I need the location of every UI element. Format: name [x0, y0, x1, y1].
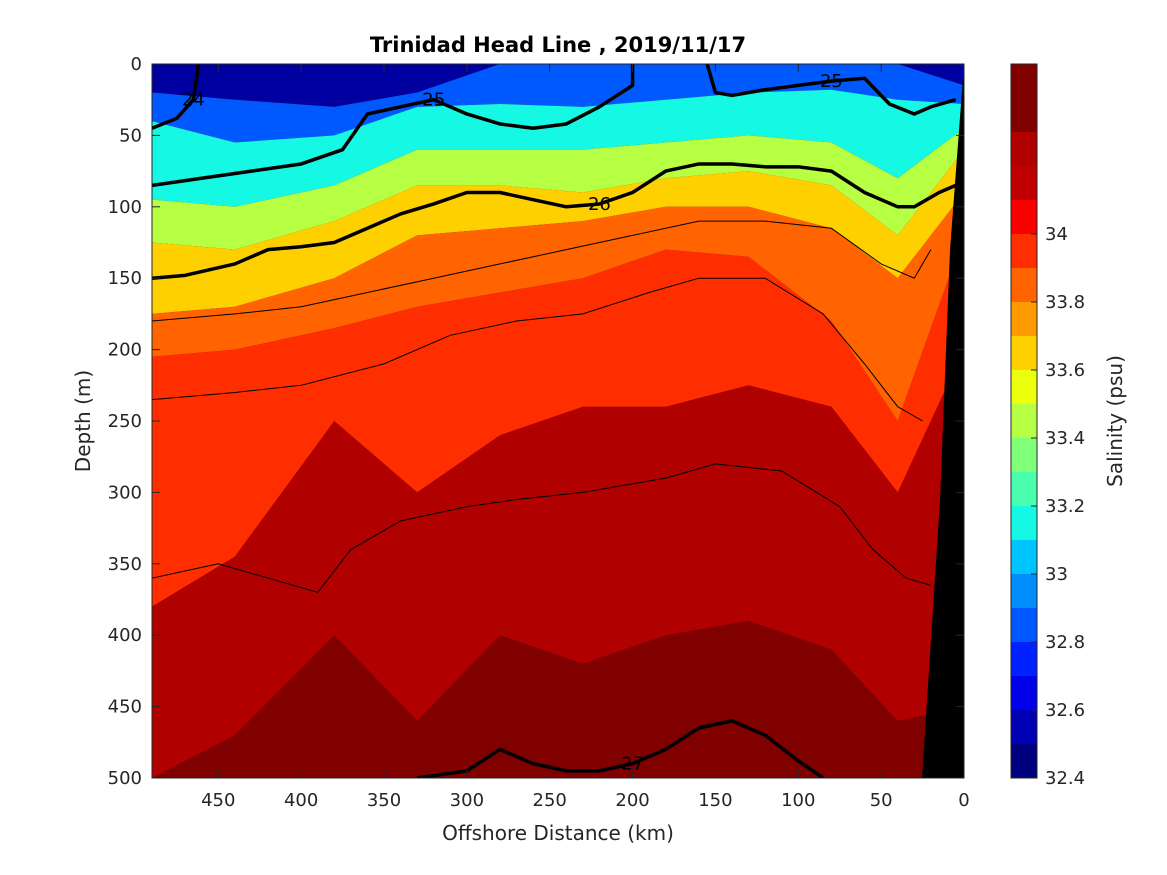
- x-tick-label: 350: [367, 790, 401, 811]
- y-tick-label: 200: [108, 340, 142, 361]
- colorbar-tick-label: 34: [1045, 224, 1068, 245]
- colorbar-tick-label: 33: [1045, 564, 1068, 585]
- x-tick-label: 150: [698, 790, 732, 811]
- colorbar-tick-label: 33.8: [1045, 292, 1085, 313]
- isopycnal-contours: 24 25 25 26 27: [152, 64, 957, 778]
- salinity-layer-4: [152, 149, 964, 314]
- x-tick-label: 450: [201, 790, 235, 811]
- plot-area: 24 25 25 26 27: [152, 64, 964, 778]
- salinity-layer-8: [152, 620, 964, 778]
- salinity-layer-1: [152, 64, 964, 143]
- colorbar-tick-label: 33.2: [1045, 496, 1085, 517]
- y-tick-label: 300: [108, 482, 142, 503]
- colorbar-label: Salinity (psu): [1103, 355, 1127, 487]
- isopycnal-line-2: [705, 64, 957, 116]
- y-tick-label: 100: [108, 197, 142, 218]
- x-tick-label: 0: [958, 790, 969, 811]
- isopycnal-label-3: 26: [588, 194, 611, 215]
- y-tick-label: 250: [108, 411, 142, 432]
- x-tick-label: 200: [615, 790, 649, 811]
- x-axis-label: Offshore Distance (km): [442, 821, 674, 845]
- salinity-layers: [152, 64, 964, 778]
- y-axis-label: Depth (m): [71, 370, 95, 472]
- colorbar-level-4: [1011, 608, 1037, 642]
- colorbar-level-7: [1011, 506, 1037, 540]
- isopycnal-line-4: [416, 719, 825, 778]
- colorbar-level-10: [1011, 404, 1037, 438]
- isopycnal-label-4: 27: [621, 754, 644, 775]
- colorbar-level-3: [1011, 642, 1037, 676]
- colorbar-level-1: [1011, 710, 1037, 744]
- colorbar-level-9: [1011, 438, 1037, 472]
- y-tick-label: 50: [119, 125, 142, 146]
- colorbar-level-17: [1011, 166, 1037, 200]
- salinity-layer-5: [152, 192, 964, 421]
- isopycnal-line-1: [152, 64, 635, 188]
- colorbar-level-11: [1011, 370, 1037, 404]
- chart-title: Trinidad Head Line , 2019/11/17: [370, 33, 746, 57]
- seafloor-mask: [922, 64, 964, 778]
- colorbar-tick-label: 33.4: [1045, 428, 1085, 449]
- colorbar-level-0: [1011, 744, 1037, 778]
- x-tick-label: 50: [870, 790, 893, 811]
- colorbar-tick-label: 33.6: [1045, 360, 1085, 381]
- isopycnal-line-3: [152, 162, 957, 280]
- isopycnal-line-0: [152, 64, 201, 130]
- colorbar-tick-label: 32.6: [1045, 700, 1085, 721]
- x-tick-label: 400: [284, 790, 318, 811]
- colorbar-level-12: [1011, 336, 1037, 370]
- thin-contour-0: [152, 220, 932, 322]
- colorbar-frame: [1010, 63, 1038, 779]
- colorbar-level-5: [1011, 574, 1037, 608]
- x-tick-label: 100: [781, 790, 815, 811]
- y-tick-label: 150: [108, 268, 142, 289]
- colorbar-level-8: [1011, 472, 1037, 506]
- thin-contour-2: [152, 463, 931, 593]
- colorbar-level-19: [1011, 64, 1037, 132]
- y-tick-label: 500: [108, 768, 142, 789]
- salinity-layer-6: [152, 235, 964, 607]
- x-axis: 450 400 350 300 250 200 150 100 50 0: [201, 64, 970, 811]
- salinity-layer-2: [152, 89, 964, 207]
- isopycnal-label-1: 25: [422, 90, 445, 111]
- x-tick-label: 250: [533, 790, 567, 811]
- thin-contours: [152, 220, 932, 593]
- colorbar-level-2: [1011, 676, 1037, 710]
- y-tick-label: 450: [108, 697, 142, 718]
- colorbar-level-16: [1011, 200, 1037, 234]
- thin-contour-1: [152, 277, 923, 422]
- colorbar-level-18: [1011, 132, 1037, 166]
- y-axis: 0 50 100 150 200 250 300 350 400 450 500: [108, 54, 964, 789]
- salinity-layer-3: [152, 128, 964, 250]
- y-tick-label: 350: [108, 554, 142, 575]
- colorbar-tick-label: 32.4: [1045, 768, 1085, 789]
- x-tick-label: 300: [450, 790, 484, 811]
- isopycnal-label-0: 24: [182, 90, 205, 111]
- colorbar-ticks: 32.4 32.6 32.8 33 33.2 33.4 33.6 33.8 34: [1031, 224, 1085, 789]
- colorbar-tick-label: 32.8: [1045, 632, 1085, 653]
- y-tick-label: 0: [131, 54, 142, 75]
- colorbar: [1011, 64, 1037, 778]
- isopycnal-label-2: 25: [820, 71, 843, 92]
- salinity-layer-0: [152, 64, 964, 107]
- colorbar-level-6: [1011, 540, 1037, 574]
- y-tick-label: 400: [108, 625, 142, 646]
- colorbar-level-13: [1011, 302, 1037, 336]
- salinity-layer-7: [152, 349, 964, 778]
- colorbar-level-14: [1011, 268, 1037, 302]
- colorbar-level-15: [1011, 234, 1037, 268]
